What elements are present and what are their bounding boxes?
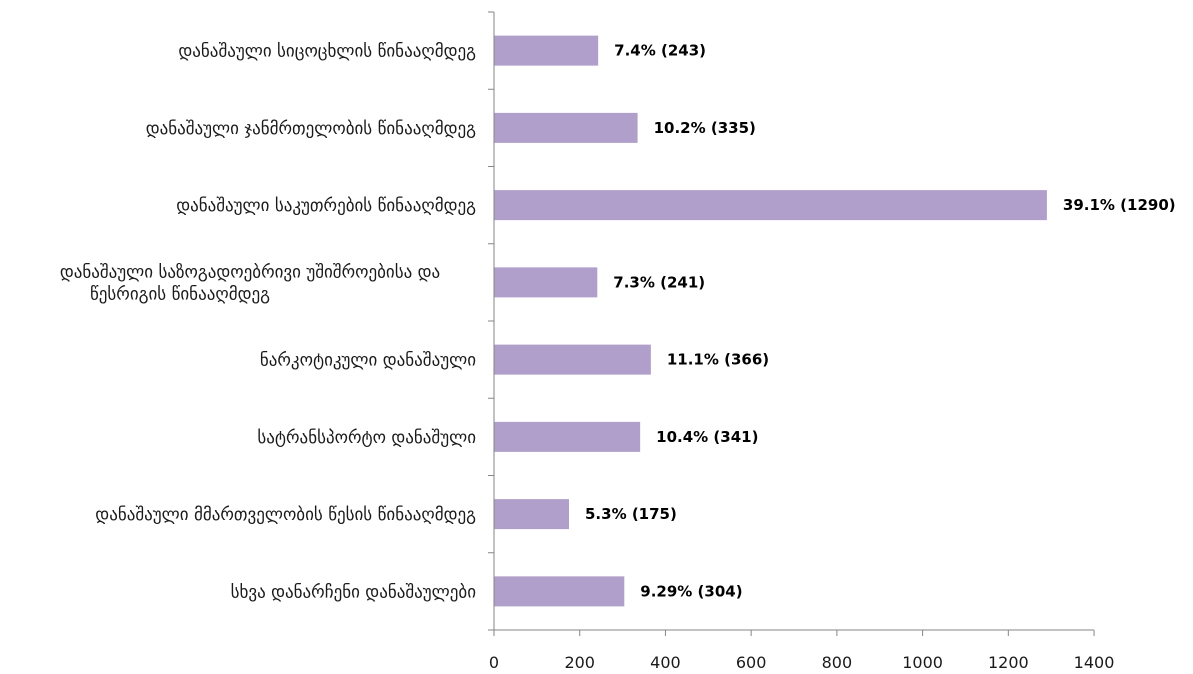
- bar: [494, 344, 651, 375]
- bar: [494, 35, 599, 66]
- category-label-line: დანაშაული საკუთრების წინააღმდეგ: [176, 196, 476, 216]
- category-label: დანაშაული საკუთრების წინააღმდეგ: [176, 196, 476, 216]
- x-tick-label: 1400: [1074, 653, 1115, 672]
- bar: [494, 267, 598, 298]
- category-label: დანაშაული ჯანმრთელობის წინააღმდეგ: [146, 119, 476, 139]
- x-tick-label: 600: [736, 653, 767, 672]
- x-tick-label: 1200: [988, 653, 1029, 672]
- bar: [494, 421, 641, 452]
- bars-layer: [494, 35, 1047, 607]
- bar: [494, 190, 1047, 221]
- x-tick-label: 200: [564, 653, 595, 672]
- category-label: სატრანსპორტო დანაშული: [257, 428, 476, 448]
- data-label: 7.3% (241): [613, 273, 705, 291]
- category-label: დანაშაული საზოგადოებრივი უშიშროებისა და წ…: [60, 262, 440, 304]
- category-label-line: წესრიგის წინააღმდეგ: [90, 284, 270, 304]
- data-label: 10.2% (335): [654, 119, 756, 137]
- x-tick-label: 800: [822, 653, 853, 672]
- data-label: 10.4% (341): [656, 428, 758, 446]
- bar: [494, 112, 638, 143]
- category-label-line: სატრანსპორტო დანაშული: [257, 428, 476, 448]
- category-label-line: ნარკოტიკული დანაშაული: [260, 351, 476, 371]
- category-label: დანაშაული მმართველობის წესის წინააღმდეგ: [95, 505, 476, 525]
- category-label-line: დანაშაული სიცოცხლის წინააღმდეგ: [178, 42, 476, 62]
- category-label-line: დანაშაული ჯანმრთელობის წინააღმდეგ: [146, 119, 476, 139]
- category-label: ნარკოტიკული დანაშაული: [260, 351, 476, 371]
- category-label: დანაშაული სიცოცხლის წინააღმდეგ: [178, 42, 476, 62]
- axes-layer: [488, 11, 1095, 636]
- category-label: სხვა დანარჩენი დანაშაულები: [231, 582, 476, 602]
- data-label: 9.29% (304): [640, 582, 742, 600]
- data-label: 39.1% (1290): [1063, 196, 1176, 214]
- category-label-line: სხვა დანარჩენი დანაშაულები: [231, 582, 476, 602]
- data-label: 7.4% (243): [614, 42, 706, 60]
- bar: [494, 576, 625, 607]
- labels-layer: 7.4% (243) დანაშაული სიცოცხლის წინააღმდეგ…: [60, 42, 1176, 672]
- data-label: 5.3% (175): [585, 505, 677, 523]
- category-label-line: დანაშაული საზოგადოებრივი უშიშროებისა და: [60, 262, 440, 282]
- x-tick-label: 400: [650, 653, 681, 672]
- category-label-line: დანაშაული მმართველობის წესის წინააღმდეგ: [95, 505, 476, 525]
- data-label: 11.1% (366): [667, 351, 769, 369]
- x-tick-label: 1000: [902, 653, 943, 672]
- bar: [494, 499, 570, 530]
- x-tick-label: 0: [489, 653, 499, 672]
